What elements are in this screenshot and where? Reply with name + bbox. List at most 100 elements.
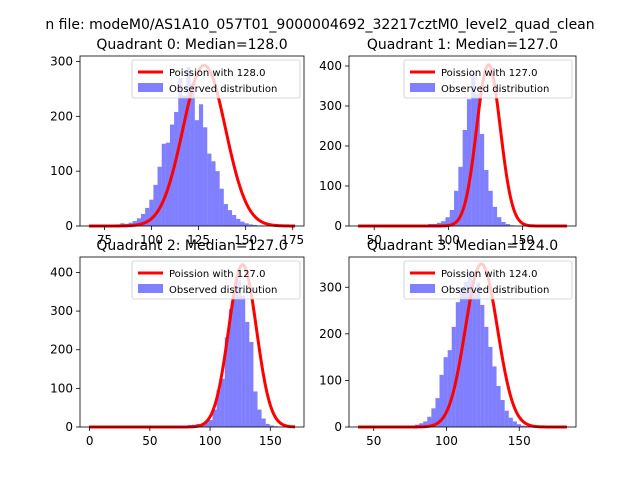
subplot-quadrant-3: 50 100 150 0 100 200 300 Quadrant 3: Median=124… [319, 238, 577, 448]
hist-bar [419, 423, 424, 427]
legend-line-label: Poission with 127.0 [169, 269, 265, 280]
hist-bar [190, 83, 195, 226]
hist-bar [194, 120, 199, 226]
hist-bar [245, 321, 250, 427]
legend-box [131, 59, 301, 99]
legend: Poission with 127.0 Observed distribution [131, 260, 301, 300]
hist-bar [484, 326, 489, 427]
hist-bar [492, 366, 497, 427]
hist-bar [441, 221, 446, 226]
hist-bar [219, 188, 224, 226]
hist-bar [488, 346, 493, 427]
legend-box [131, 260, 301, 300]
x-tick-label: 100 [437, 233, 460, 247]
y-tick-label: 200 [319, 327, 342, 341]
hist-bar [521, 425, 526, 427]
hist-bar [472, 289, 477, 427]
hist-bar [265, 423, 270, 427]
hist-bar [454, 190, 459, 226]
x-tick-label: 0 [86, 434, 94, 448]
hist-bar [435, 398, 440, 427]
hist-bar [227, 210, 233, 226]
hist-bar [504, 410, 509, 427]
hist-bar [488, 190, 493, 226]
x-tick-label: 100 [435, 434, 458, 448]
hist-bar [257, 409, 262, 427]
hist-bar [203, 127, 208, 226]
hist-bar [505, 224, 510, 226]
hist-bar [496, 386, 501, 427]
subplot-title: Quadrant 2: Median=127.0 [96, 238, 287, 254]
figure-suptitle: n file: modeM0/AS1A10_057T01_9000004692_… [45, 17, 594, 33]
legend: Poission with 127.0 Observed distribution [403, 59, 573, 99]
axes-frame [348, 55, 577, 227]
x-tick-label: 75 [97, 233, 112, 247]
x-tick-label: 100 [199, 434, 222, 448]
legend-hist-swatch [138, 284, 163, 293]
hist-bar [480, 304, 485, 427]
hist-bar [211, 161, 216, 226]
hist-bar [447, 350, 452, 427]
subplot-quadrant-2: 0 50 100 150 0 100 200 300 400 Quadrant 2: Median… [50, 238, 305, 448]
x-tick-label: 175 [281, 233, 304, 247]
legend-hist-label: Observed distribution [169, 285, 277, 296]
subplot-quadrant-0: 75 100 125 150 175 0 100 200 300 Quadrant 0: Medi… [50, 37, 305, 247]
hist-bar [479, 134, 485, 226]
axes-frame [79, 55, 305, 227]
hist-bar [269, 425, 274, 427]
subplot-title: Quadrant 0: Median=128.0 [96, 37, 287, 53]
hist-bar [178, 77, 183, 226]
hist-bar [161, 143, 166, 226]
legend-box [403, 260, 573, 300]
hist-bar [157, 166, 162, 226]
hist-bar [236, 218, 241, 226]
legend-line-label: Poission with 124.0 [441, 269, 537, 280]
hist-bar [241, 295, 246, 427]
hist-bar [224, 337, 229, 427]
y-tick-label: 200 [50, 109, 73, 123]
hist-bar [466, 99, 472, 226]
y-tick-label: 100 [319, 373, 342, 387]
hist-bar [484, 170, 489, 226]
hist-bar [215, 171, 220, 226]
hist-bar [476, 282, 481, 427]
hist-bar [525, 426, 530, 427]
hist-bar [140, 213, 146, 226]
hist-bar [463, 281, 469, 427]
legend-box [403, 59, 573, 99]
hist-bar [136, 218, 141, 226]
x-tick-label: 50 [366, 434, 381, 448]
hist-bar [252, 224, 257, 226]
y-tick-label: 300 [319, 280, 342, 294]
y-tick-label: 200 [319, 139, 342, 153]
axes-frame [79, 256, 305, 428]
x-tick-label: 50 [142, 434, 157, 448]
legend-hist-label: Observed distribution [441, 285, 549, 296]
hist-bar [512, 421, 517, 427]
x-tick-label: 150 [259, 434, 282, 448]
y-tick-label: 100 [50, 381, 73, 395]
hist-bar [431, 408, 436, 427]
hist-bar [228, 309, 233, 427]
y-tick-label: 0 [334, 219, 342, 233]
hist-bar [198, 104, 204, 226]
hist-bar [427, 416, 432, 427]
hist-bar [508, 417, 513, 427]
axes-frame [348, 256, 577, 428]
subplot-quadrant-1: 50 100 150 0 100 200 300 400 Quadrant 1: Median=… [319, 37, 577, 247]
hist-bar [182, 95, 187, 226]
x-tick-label: 150 [508, 434, 531, 448]
legend: Poission with 128.0 Observed distribution [131, 59, 301, 99]
hist-bar [261, 418, 266, 427]
x-tick-label: 100 [140, 233, 163, 247]
legend-hist-swatch [410, 83, 435, 92]
legend-hist-label: Observed distribution [441, 84, 549, 95]
y-tick-label: 300 [50, 304, 73, 318]
hist-bar [212, 409, 217, 427]
y-tick-label: 100 [50, 164, 73, 178]
hist-bar [458, 166, 463, 226]
hist-bar [208, 420, 213, 427]
hist-bar [449, 210, 455, 226]
subplot-title: Quadrant 1: Median=127.0 [367, 37, 558, 53]
hist-bar [145, 207, 150, 226]
